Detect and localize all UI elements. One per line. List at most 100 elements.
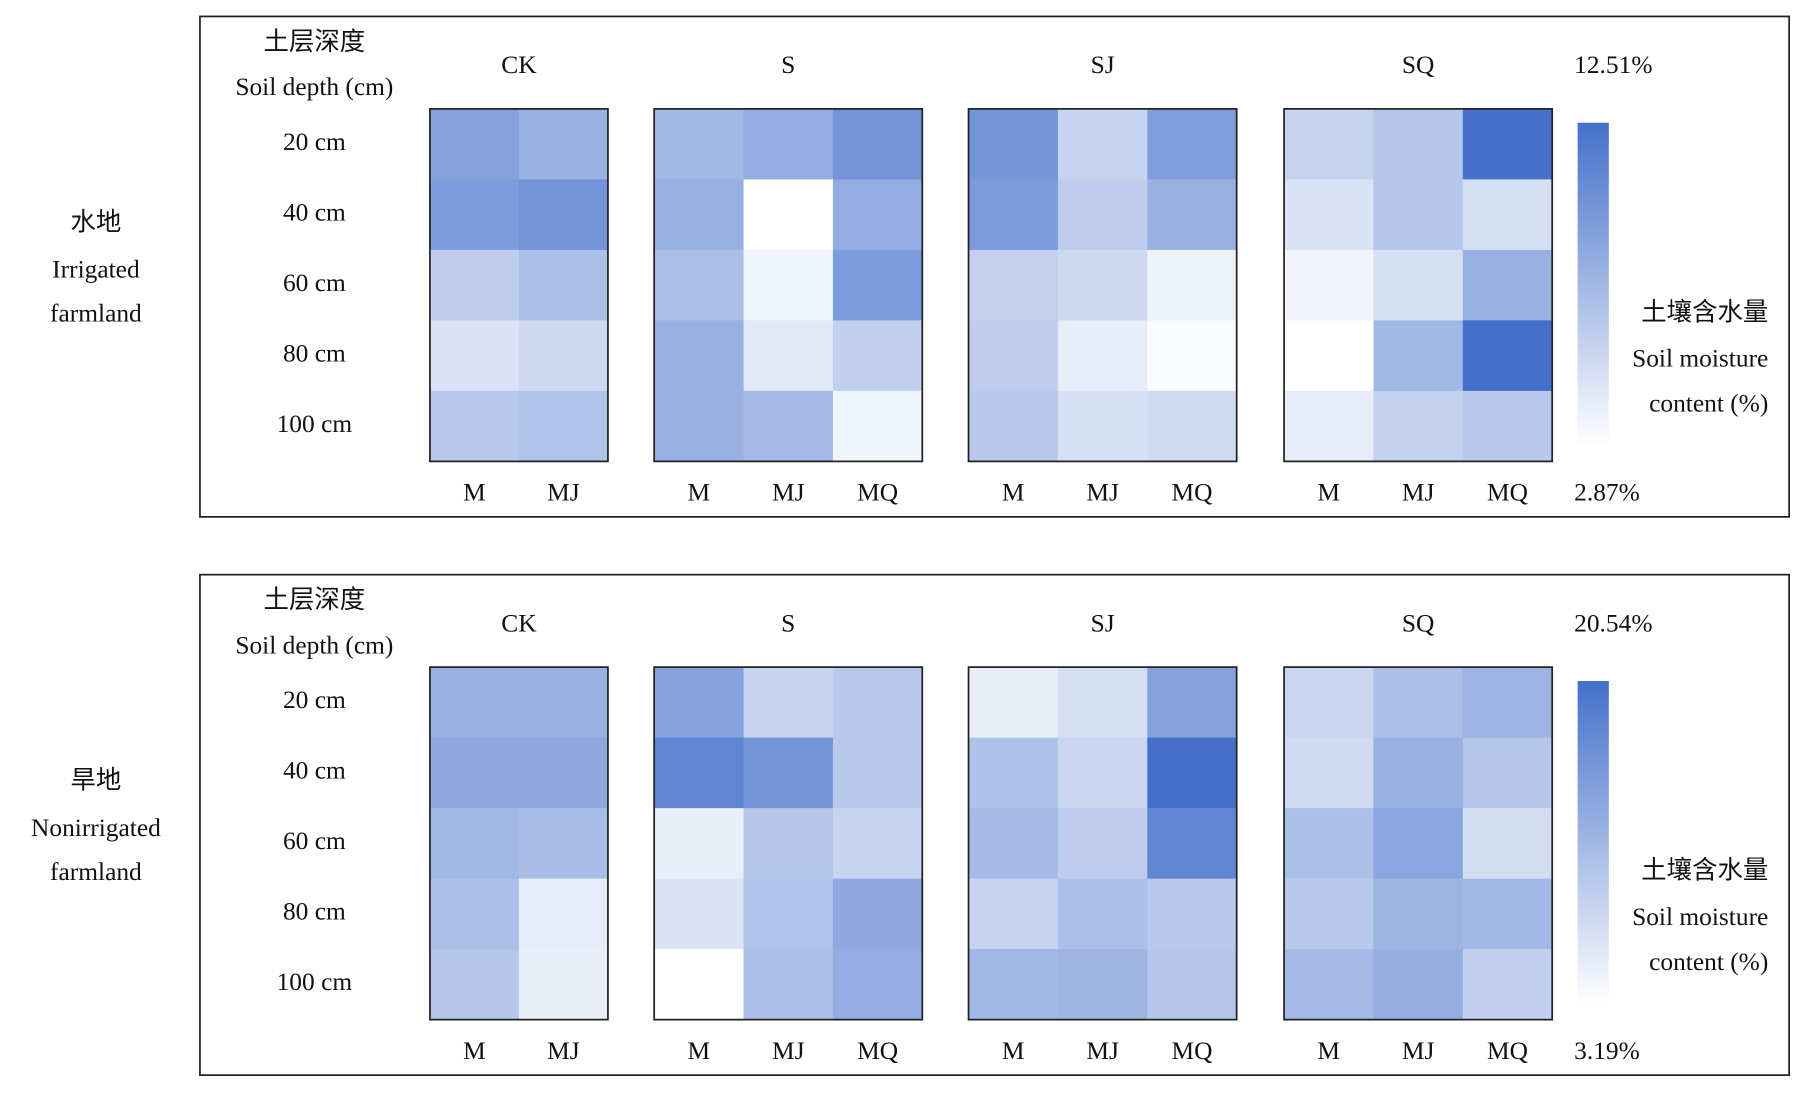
column-label: M (1002, 479, 1025, 507)
colorbar-title: Soil moisture (1632, 345, 1768, 373)
row-label: 100 cm (277, 410, 353, 438)
row-header: Soil depth (cm) (235, 631, 393, 659)
heat-cell (1057, 108, 1148, 180)
column-label: MJ (547, 479, 580, 507)
heat-cell (1057, 179, 1148, 251)
heat-cell (1373, 737, 1464, 809)
heat-cell (654, 320, 745, 392)
heat-cell (743, 878, 834, 950)
group-frame (967, 108, 1238, 463)
heat-cell (1284, 320, 1375, 392)
group-frame (967, 666, 1238, 1021)
column-label: M (688, 479, 711, 507)
group-title: CK (501, 51, 537, 79)
heat-cell (1147, 667, 1238, 739)
heat-cell (1284, 878, 1375, 950)
heat-cell (1373, 949, 1464, 1021)
heat-cell (1462, 949, 1553, 1021)
heat-cell (518, 249, 609, 321)
column-label: MJ (1086, 479, 1119, 507)
heat-cell (518, 108, 609, 180)
heat-cell (1284, 390, 1375, 462)
heat-cell (654, 179, 745, 251)
colorbar-title: Soil moisture (1632, 903, 1768, 931)
heat-cell (832, 808, 923, 880)
heat-cell (654, 949, 745, 1021)
heat-cell (1147, 737, 1238, 809)
heat-cell (968, 108, 1059, 180)
group-frame (429, 108, 609, 463)
heat-cell (1373, 667, 1464, 739)
heat-cell (518, 390, 609, 462)
heat-cell (832, 320, 923, 392)
heat-cell (1462, 249, 1553, 321)
heat-cell (654, 390, 745, 462)
row-label: 80 cm (283, 339, 346, 367)
heat-cell (743, 108, 834, 180)
heat-cell (1147, 390, 1238, 462)
heat-cell (832, 108, 923, 180)
heat-cell (1147, 249, 1238, 321)
group-title: S (781, 51, 795, 79)
heat-cell (832, 878, 923, 950)
column-label: MQ (1487, 479, 1528, 507)
heat-cell (1462, 808, 1553, 880)
heat-cell (1284, 949, 1375, 1021)
heat-cell (429, 878, 520, 950)
heat-cell (429, 808, 520, 880)
heat-cell (654, 737, 745, 809)
column-label: MJ (772, 1037, 805, 1065)
column-label: M (463, 479, 486, 507)
heat-cell (429, 737, 520, 809)
heat-cell (654, 249, 745, 321)
heat-cell (1057, 737, 1148, 809)
group-title: SJ (1091, 51, 1115, 79)
heat-cell (1147, 179, 1238, 251)
heat-cell (429, 108, 520, 180)
colorbar (1577, 680, 1609, 1005)
heat-cell (968, 179, 1059, 251)
heat-cell (1057, 320, 1148, 392)
colorbar-title: content (%) (1649, 390, 1768, 418)
heat-cell (743, 667, 834, 739)
heat-cell (832, 737, 923, 809)
column-label: MJ (547, 1037, 580, 1065)
group-frame (1283, 666, 1554, 1021)
heat-cell (1373, 320, 1464, 392)
heat-cell (1373, 808, 1464, 880)
heat-cell (1284, 249, 1375, 321)
heat-cell (1147, 108, 1238, 180)
column-label: MQ (857, 1037, 898, 1065)
heat-cell (518, 179, 609, 251)
row-label: 80 cm (283, 898, 346, 926)
group-frame (653, 666, 924, 1021)
column-label: M (688, 1037, 711, 1065)
heat-cell (1284, 179, 1375, 251)
heat-cell (1147, 878, 1238, 950)
column-label: MJ (1402, 479, 1435, 507)
heat-cell (1462, 108, 1553, 180)
heat-cell (968, 390, 1059, 462)
panel-label: Nonirrigated (31, 814, 161, 842)
heat-cell (1284, 737, 1375, 809)
heat-cell (968, 737, 1059, 809)
group-title: SQ (1402, 51, 1434, 79)
heat-cell (832, 667, 923, 739)
colorbar (1577, 122, 1609, 447)
heat-cell (968, 320, 1059, 392)
group-title: SJ (1091, 609, 1115, 637)
heat-cell (1057, 949, 1148, 1021)
heat-cell (654, 667, 745, 739)
panel-label: farmland (50, 300, 142, 328)
heat-cell (429, 179, 520, 251)
heat-cell (743, 949, 834, 1021)
row-label: 60 cm (283, 827, 346, 855)
heat-cell (1373, 878, 1464, 950)
heat-cell (743, 737, 834, 809)
group-title: CK (501, 609, 537, 637)
row-label: 40 cm (283, 198, 346, 226)
colorbar-max-label: 20.54% (1574, 609, 1652, 637)
column-label: M (463, 1037, 486, 1065)
heat-cell (1462, 737, 1553, 809)
